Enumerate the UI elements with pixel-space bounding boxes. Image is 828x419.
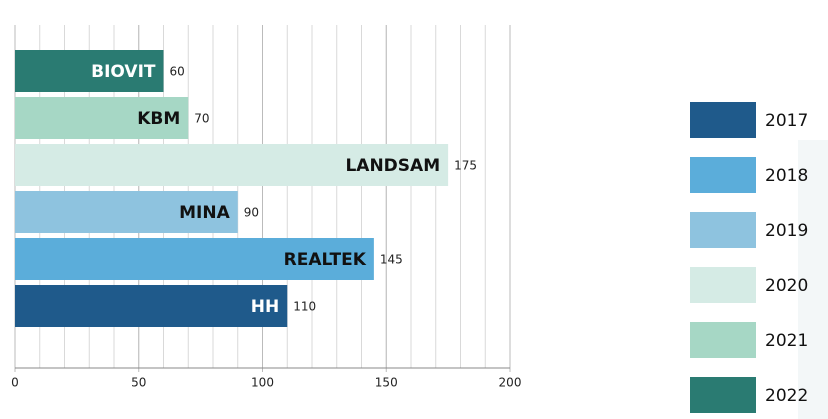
bar-category-label: KBM — [137, 109, 180, 129]
legend-label: 2020 — [765, 276, 808, 296]
legend-label: 2022 — [765, 386, 808, 406]
legend-swatch — [690, 157, 756, 193]
legend-label: 2018 — [765, 166, 808, 186]
x-tick-label: 200 — [499, 376, 522, 390]
bar-category-label: HH — [251, 297, 279, 317]
bar — [15, 191, 238, 233]
bar — [15, 50, 164, 92]
value-label: 60 — [170, 65, 185, 79]
bar-category-label: BIOVIT — [91, 62, 156, 82]
value-label: 145 — [380, 253, 403, 267]
value-label: 110 — [293, 300, 316, 314]
bar — [15, 285, 288, 327]
value-label: 70 — [194, 112, 209, 126]
x-tick-label: 0 — [11, 376, 19, 390]
legend-label: 2017 — [765, 111, 808, 131]
legend-swatch — [690, 377, 756, 413]
bar — [15, 97, 189, 139]
legend-swatch — [690, 322, 756, 358]
bar — [15, 144, 449, 186]
legend-label: 2021 — [765, 331, 808, 351]
legend-swatch — [690, 212, 756, 248]
background-strip — [798, 140, 828, 419]
value-label: 90 — [244, 206, 259, 220]
value-label: 175 — [454, 159, 477, 173]
legend-swatch — [690, 102, 756, 138]
x-tick-label: 100 — [251, 376, 274, 390]
x-tick-label: 50 — [131, 376, 146, 390]
bar-category-label: LANDSAM — [345, 156, 440, 176]
bar-category-label: REALTEK — [284, 250, 367, 270]
x-tick-label: 150 — [375, 376, 398, 390]
bar-category-label: MINA — [179, 203, 230, 223]
bar — [15, 238, 374, 280]
legend-swatch — [690, 267, 756, 303]
legend-label: 2019 — [765, 221, 808, 241]
